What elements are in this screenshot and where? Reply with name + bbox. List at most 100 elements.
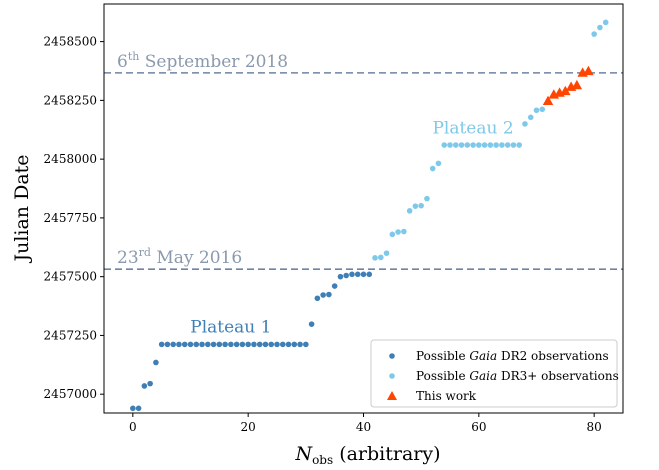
x-axis-label: Nobs (arbitrary) <box>294 443 440 467</box>
dr2-point-23 <box>262 341 269 348</box>
dr2-point-5 <box>158 341 165 348</box>
dr2-point-3 <box>147 380 153 387</box>
hline-label-text: May 2016 <box>151 248 242 268</box>
dr3-point-25 <box>516 142 522 148</box>
x-tick-label-3: 60 <box>471 420 486 434</box>
dr2-point-36 <box>337 273 344 280</box>
y-tick-label-4: 2458000 <box>44 152 97 166</box>
legend: Possible Gaia DR2 observations Possible G… <box>370 339 619 408</box>
dr3-point-18 <box>476 142 482 148</box>
dr3-point-0 <box>372 255 378 261</box>
y-tick-label-0: 2457000 <box>44 387 97 401</box>
data-points <box>130 19 609 412</box>
plot-frame <box>103 3 624 414</box>
dr3-point-4 <box>395 229 401 235</box>
dr3-point-27 <box>527 114 534 121</box>
dr2-point-40 <box>360 271 367 278</box>
dr2-point-31 <box>308 321 315 327</box>
dr2-point-20 <box>245 341 251 348</box>
dr2-point-4 <box>153 359 159 366</box>
legend-marker-this_work <box>387 391 397 400</box>
this_work-point-3 <box>560 85 571 96</box>
dr3-point-30 <box>591 31 597 37</box>
y-axis-label: Julian Date <box>11 154 33 263</box>
legend-marker-dr3 <box>389 373 395 379</box>
dr3-point-24 <box>510 142 517 148</box>
dr2-point-39 <box>354 271 361 278</box>
dr3-point-32 <box>602 19 609 26</box>
dr3-point-13 <box>447 142 453 148</box>
x-axis-label-main: N <box>294 443 313 465</box>
dr2-point-11 <box>193 341 200 348</box>
y-tick-label-5: 2458250 <box>44 93 97 107</box>
dr2-point-28 <box>291 341 298 348</box>
x-tick-label-1: 20 <box>241 420 256 434</box>
dr3-point-20 <box>487 142 494 148</box>
dr3-point-1 <box>378 254 384 261</box>
this_work-point-0 <box>542 95 554 106</box>
legend-marker-dr2 <box>389 353 395 359</box>
dr3-point-14 <box>452 142 459 148</box>
x-axis-label-subscript: obs <box>312 453 333 467</box>
dr3-point-28 <box>533 107 540 114</box>
dr3-point-6 <box>406 208 413 214</box>
hline-label-0: 6th September 2018 <box>117 50 288 72</box>
legend-label-this_work: This work <box>416 389 477 403</box>
dr3-point-17 <box>470 142 476 148</box>
dr3-point-8 <box>418 202 424 209</box>
y-tick-label-2: 2457500 <box>44 270 97 284</box>
hline-label-number: 6 <box>117 52 128 72</box>
dr3-point-23 <box>504 142 511 148</box>
legend-label-dr3: Possible Gaia DR3+ observations <box>416 369 619 383</box>
dr3-point-12 <box>441 142 448 148</box>
y-tick-label-1: 2457250 <box>44 328 97 342</box>
dr3-point-9 <box>424 195 430 202</box>
y-tick-label-3: 2457750 <box>44 211 97 225</box>
dr2-point-7 <box>170 341 176 348</box>
dr3-point-21 <box>493 142 499 148</box>
dr2-point-25 <box>274 341 280 348</box>
hline-label-superscript: th <box>128 50 140 63</box>
dr3-point-26 <box>522 121 528 127</box>
hline-label-superscript: rd <box>139 246 151 259</box>
dr2-point-0 <box>130 405 136 412</box>
dr2-point-24 <box>268 341 275 348</box>
legend-box <box>370 339 618 408</box>
dr3-point-31 <box>597 24 603 31</box>
dr3-point-2 <box>383 250 390 256</box>
dr3-point-11 <box>435 160 442 167</box>
annotations: Plateau 1 Plateau 2 <box>190 118 513 337</box>
dr2-point-29 <box>297 341 303 348</box>
hline-label-1: 23rd May 2016 <box>117 246 242 268</box>
legend-label-dr2: Possible Gaia DR2 observations <box>416 349 609 363</box>
x-tick-label-2: 40 <box>356 420 371 434</box>
x-axis-label-rest: (arbitrary) <box>333 443 440 465</box>
dr3-point-22 <box>499 142 505 148</box>
dr2-point-22 <box>256 341 263 348</box>
dr2-point-41 <box>366 271 373 278</box>
dr2-point-32 <box>314 295 321 302</box>
dr2-point-26 <box>279 341 286 348</box>
hline-label-text: September 2018 <box>139 52 288 72</box>
dr2-point-6 <box>164 341 171 348</box>
dr2-point-8 <box>176 341 182 348</box>
dr3-point-15 <box>458 142 465 148</box>
dr2-point-19 <box>239 341 246 348</box>
dr2-point-18 <box>233 341 240 348</box>
reference-lines: 6th September 2018 23rd May 2016 <box>104 50 623 270</box>
this_work-point-5 <box>571 79 583 90</box>
dr2-point-9 <box>181 341 188 348</box>
dr2-point-21 <box>251 341 257 348</box>
dr3-point-16 <box>464 142 471 148</box>
dr2-point-15 <box>216 341 223 348</box>
dr2-point-37 <box>343 272 350 279</box>
dr2-point-34 <box>326 291 332 298</box>
x-tick-label-4: 80 <box>587 420 602 434</box>
dr2-point-1 <box>135 405 142 412</box>
plateau-label-2: Plateau 2 <box>432 118 513 138</box>
dr3-point-19 <box>481 142 488 148</box>
plateau-label-1: Plateau 1 <box>190 318 271 338</box>
dr3-point-3 <box>389 231 396 238</box>
dr2-point-27 <box>285 341 292 348</box>
